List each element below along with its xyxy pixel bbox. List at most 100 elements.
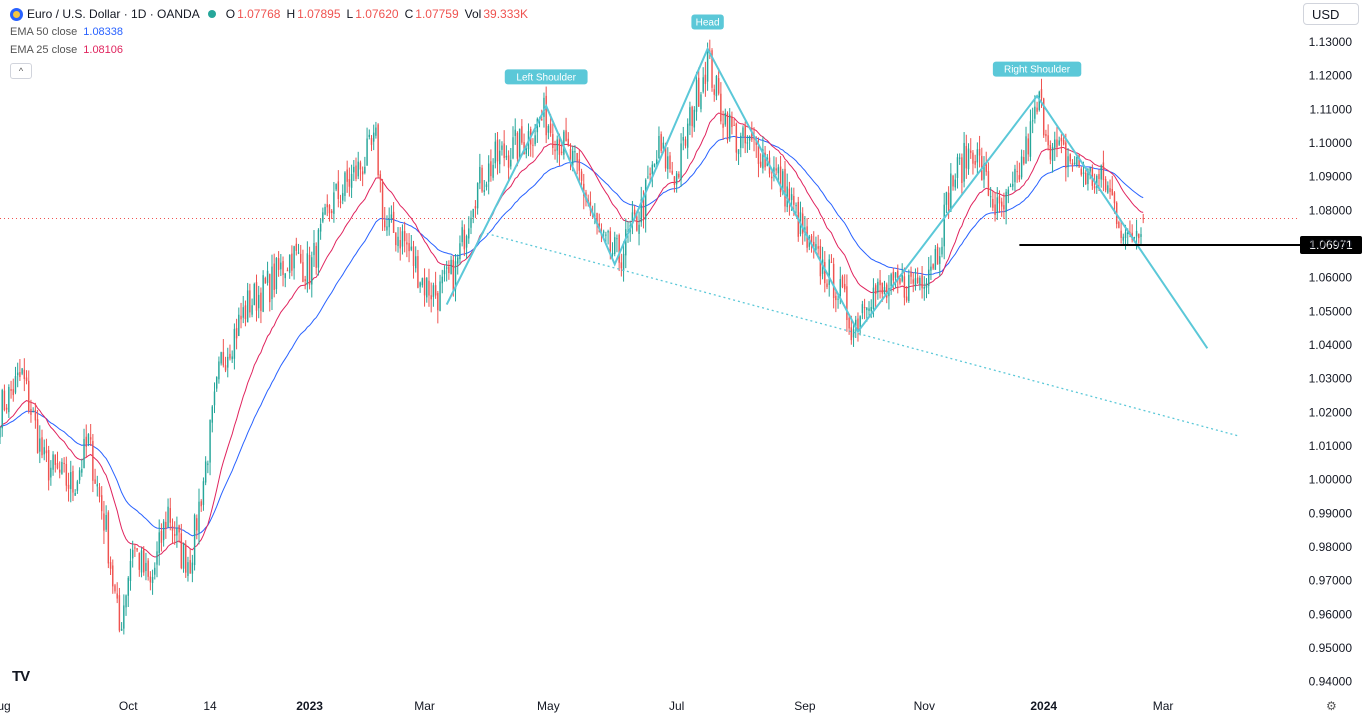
candle xyxy=(67,472,70,502)
candle-body xyxy=(445,267,448,269)
candle xyxy=(350,164,353,198)
candle-body xyxy=(543,97,545,117)
candle-body xyxy=(733,124,735,126)
candle-body xyxy=(934,248,937,270)
candle xyxy=(505,145,508,161)
candle xyxy=(996,187,998,221)
candle xyxy=(25,370,28,385)
candle xyxy=(1118,220,1120,229)
candle-body xyxy=(501,145,503,150)
candle-body xyxy=(313,242,315,256)
candle xyxy=(470,210,472,235)
candle xyxy=(30,399,32,423)
candle-body xyxy=(1073,162,1076,164)
candle-body xyxy=(370,138,373,145)
candle xyxy=(784,160,786,213)
candle-body xyxy=(961,157,963,184)
candle-body xyxy=(691,106,693,127)
candle-body xyxy=(1040,89,1043,99)
indicator-ema50[interactable]: EMA 50 close 1.08338 xyxy=(10,23,534,41)
candle xyxy=(728,108,731,142)
candle xyxy=(421,277,424,288)
candle xyxy=(12,378,14,402)
candle-body xyxy=(569,148,572,163)
candle-body xyxy=(428,280,430,296)
symbol-title[interactable]: Euro / U.S. Dollar · 1D · OANDA xyxy=(27,7,200,21)
candle-body xyxy=(693,109,696,128)
candle xyxy=(552,123,554,155)
candle-body xyxy=(1031,120,1034,122)
candle xyxy=(1025,126,1027,164)
candle xyxy=(202,477,205,511)
candle xyxy=(240,302,242,329)
candle-body xyxy=(426,277,428,298)
candle-body xyxy=(872,287,875,309)
candle-body xyxy=(866,307,868,311)
candle xyxy=(56,451,59,470)
candle-body xyxy=(859,316,861,330)
candle-body xyxy=(737,149,740,155)
currency-selector[interactable]: USD xyxy=(1303,3,1359,25)
tradingview-logo[interactable]: TV xyxy=(12,668,30,685)
candle-body xyxy=(576,152,578,162)
candle-body xyxy=(545,95,547,136)
candle xyxy=(379,170,382,193)
candle xyxy=(660,131,662,154)
candle-body xyxy=(136,548,138,551)
candle-body xyxy=(658,136,660,159)
candle xyxy=(390,205,393,223)
candle-body xyxy=(151,577,154,583)
candle xyxy=(580,168,583,186)
candle-body xyxy=(61,462,63,474)
candle xyxy=(1109,179,1111,200)
candle xyxy=(36,409,39,454)
candle xyxy=(215,376,218,392)
y-tick-label: 1.13000 xyxy=(1309,35,1353,49)
candle xyxy=(428,268,430,307)
candle-body xyxy=(1138,233,1140,239)
candle xyxy=(227,347,229,378)
y-tick-label: 0.99000 xyxy=(1309,506,1353,520)
candle xyxy=(691,105,693,138)
candle-body xyxy=(830,261,833,263)
candle xyxy=(507,150,510,180)
candle-body xyxy=(912,279,914,284)
candle-body xyxy=(94,479,96,484)
candle-body xyxy=(5,407,8,410)
candle-body xyxy=(165,521,167,529)
candle xyxy=(970,138,972,159)
candle xyxy=(253,282,256,306)
candle xyxy=(726,111,729,144)
collapse-legend-button[interactable]: ^ xyxy=(10,63,32,79)
candle-body xyxy=(1025,136,1027,164)
candle-body xyxy=(1100,165,1102,180)
candle xyxy=(107,510,110,569)
candle-body xyxy=(200,501,202,507)
candle xyxy=(43,439,45,461)
candle-body xyxy=(392,211,395,233)
candle-body xyxy=(253,283,256,306)
candle-body xyxy=(965,146,968,169)
candle-body xyxy=(138,553,141,570)
candle xyxy=(357,151,359,180)
candle-body xyxy=(315,245,317,268)
candle-body xyxy=(89,437,92,440)
candle xyxy=(472,208,474,224)
candle xyxy=(731,111,733,135)
candle xyxy=(304,275,306,290)
candle-body xyxy=(390,214,393,219)
candle-body xyxy=(229,353,231,359)
candle xyxy=(388,207,390,236)
candle-body xyxy=(173,534,176,536)
indicator-ema25[interactable]: EMA 25 close 1.08106 xyxy=(10,41,534,59)
candle-body xyxy=(98,486,101,497)
x-tick-label: 2024 xyxy=(1030,699,1057,713)
gear-icon[interactable]: ⚙ xyxy=(1326,699,1337,713)
candle-body xyxy=(244,305,247,320)
candle xyxy=(89,423,92,446)
candle-body xyxy=(932,264,934,269)
ohlc-close-label: C xyxy=(404,7,414,21)
candle xyxy=(209,419,211,476)
candle xyxy=(381,178,384,231)
